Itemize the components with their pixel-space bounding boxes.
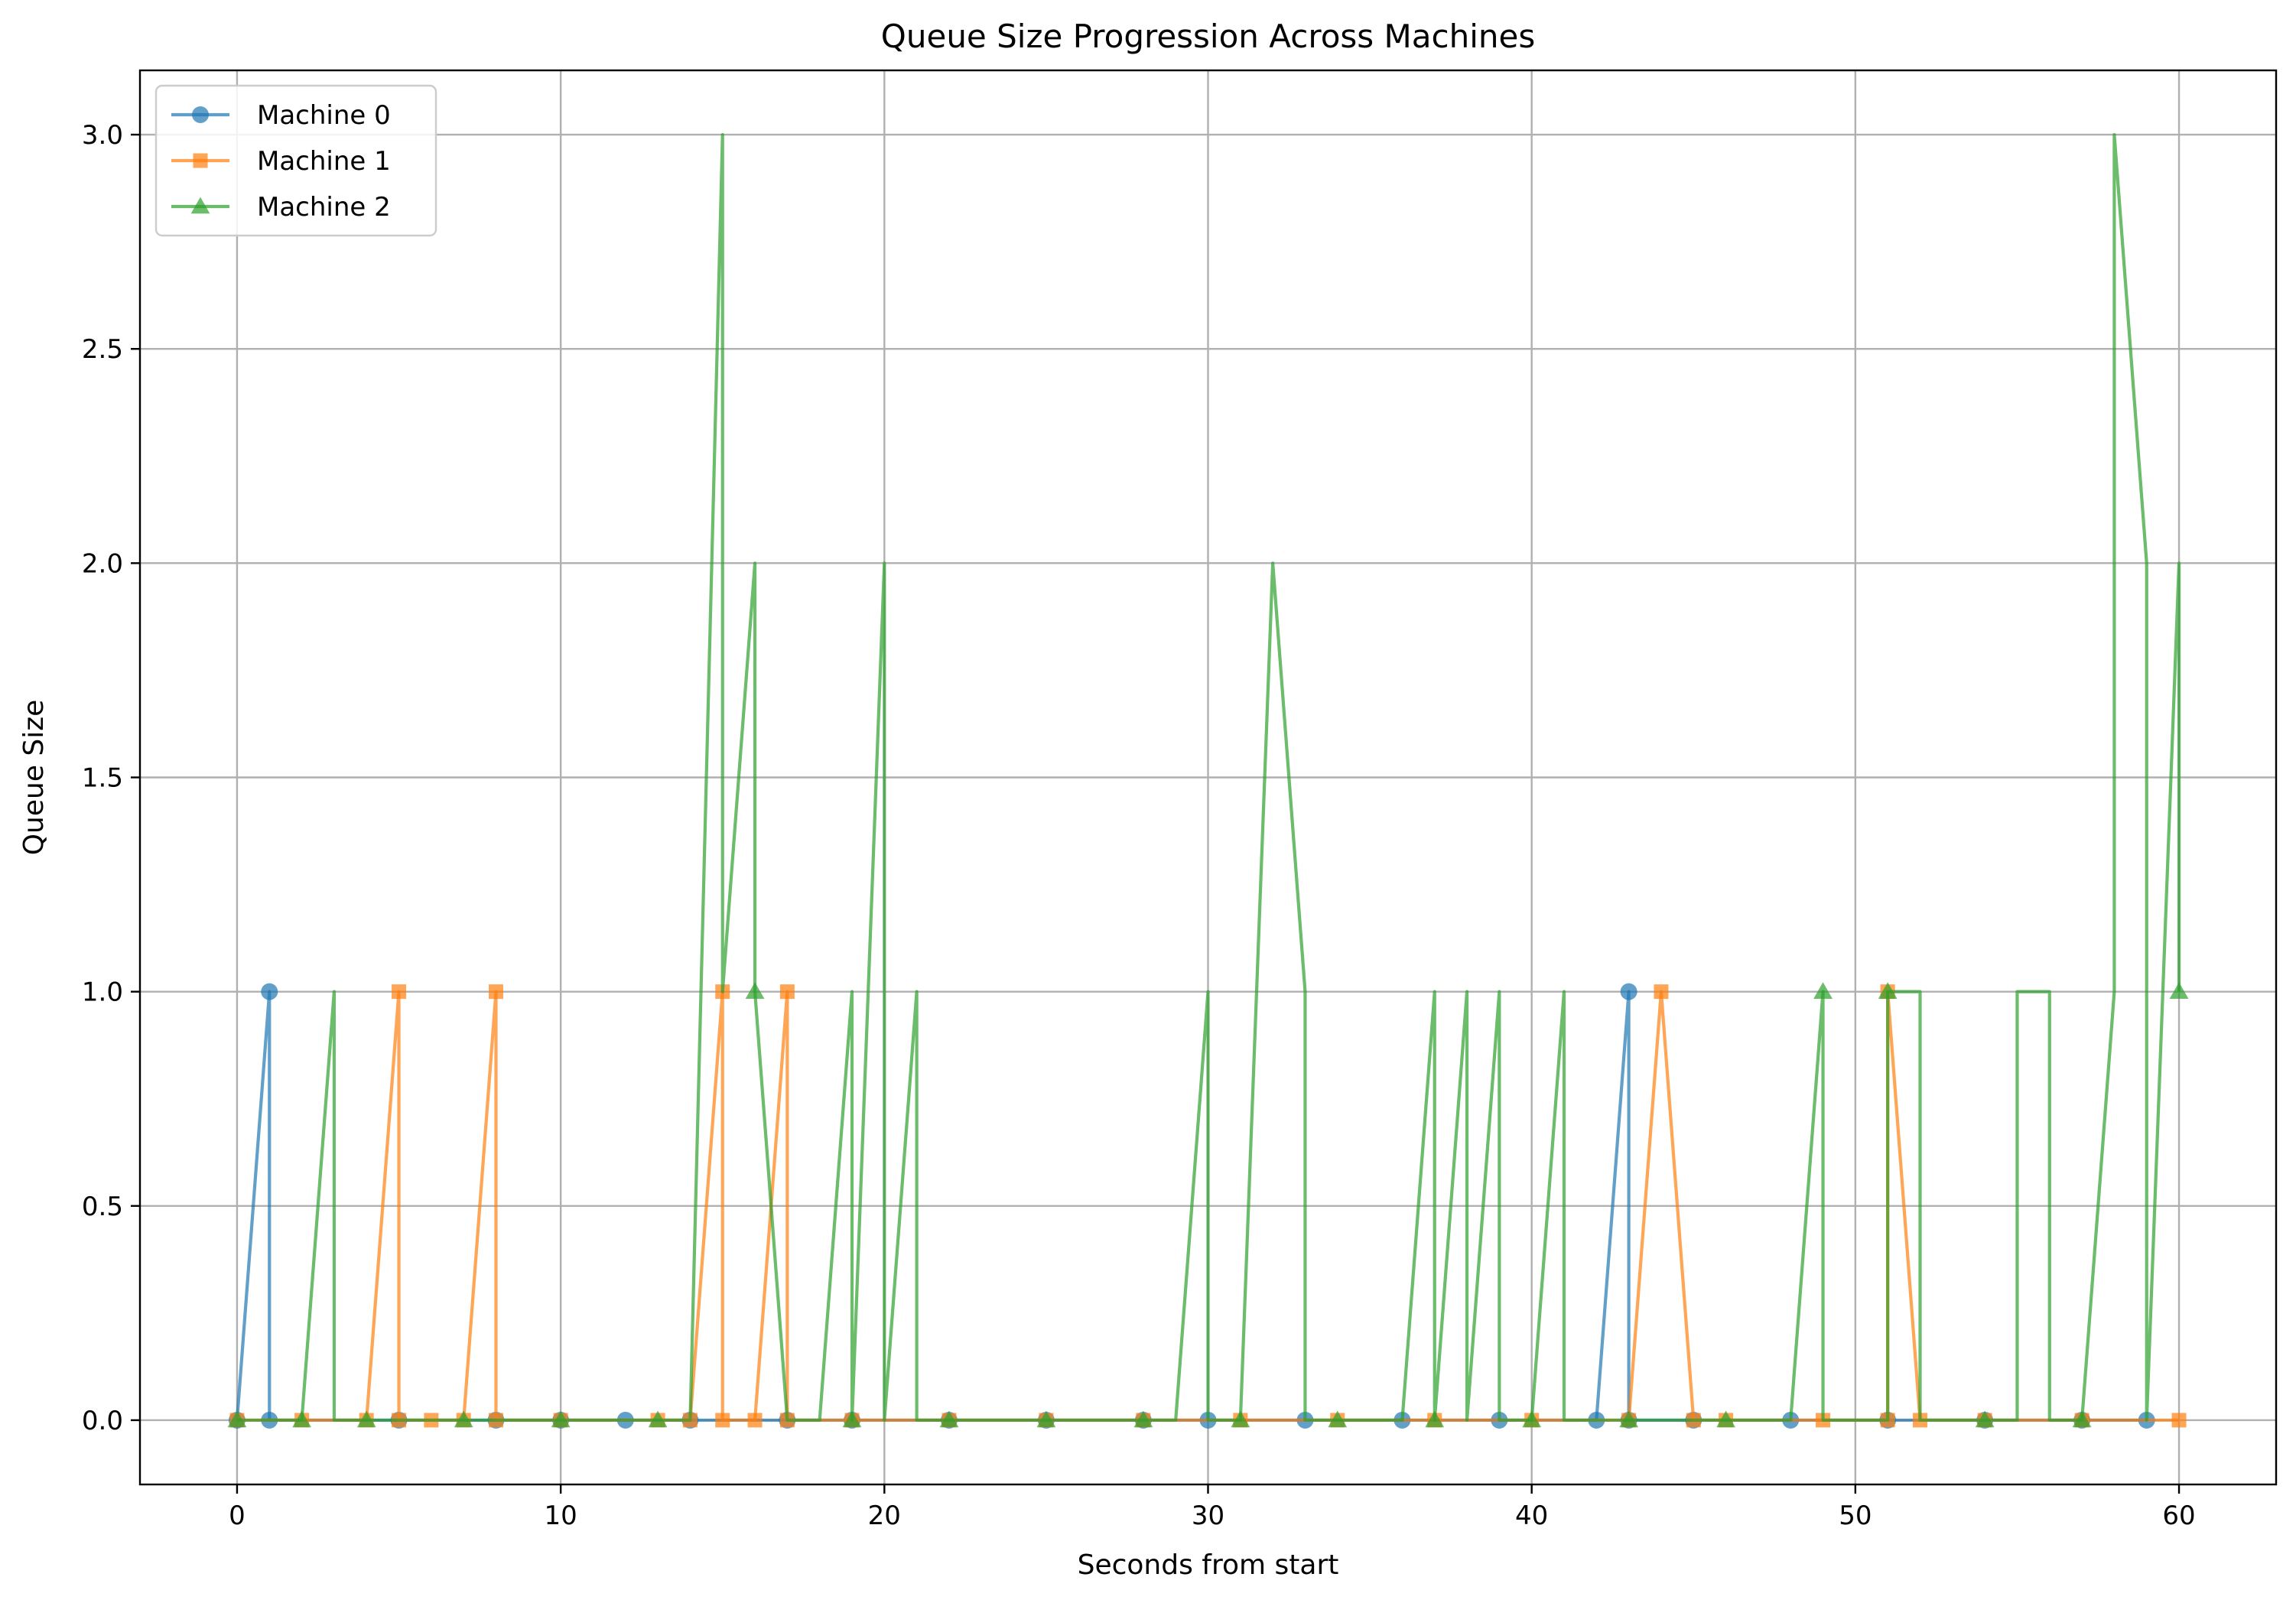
legend-item: Machine 0 [171, 100, 391, 131]
data-point [227, 1410, 247, 1428]
x-tick-label: 30 [1192, 1501, 1224, 1531]
legend-label: Machine 1 [257, 146, 391, 177]
axis-ticks: 0 10 20 30 40 50 60 0.0 0.5 1.0 1.5 2.0 2.5 3.0 [82, 120, 2196, 1531]
data-point [715, 1413, 730, 1428]
data-point [454, 1410, 473, 1428]
legend-box [154, 84, 437, 237]
x-tick-label: 0 [229, 1501, 246, 1531]
data-point [779, 984, 795, 1000]
data-point [261, 983, 278, 1000]
data-point [939, 1410, 959, 1428]
data-point [1620, 983, 1637, 1000]
legend-item: Machine 2 [171, 192, 391, 223]
legend-swatch-marker [190, 197, 210, 214]
y-tick-label: 0.5 [82, 1192, 123, 1222]
data-point [745, 982, 765, 999]
chart-title: Queue Size Progression Across Machines [881, 18, 1535, 55]
y-tick-label: 1.0 [82, 977, 123, 1008]
data-point [392, 984, 407, 1000]
y-tick-label: 0.0 [82, 1406, 123, 1436]
data-point [1425, 1410, 1445, 1428]
y-axis-label: Queue Size [18, 700, 50, 856]
y-tick-label: 3.0 [82, 120, 123, 151]
data-point [1716, 1410, 1735, 1428]
x-axis-label: Seconds from start [1078, 1549, 1339, 1581]
x-tick-label: 20 [868, 1501, 901, 1531]
series-3 [227, 132, 2189, 1428]
data-point [489, 984, 503, 1000]
legend-label: Machine 0 [257, 100, 391, 131]
data-point [1328, 1410, 1348, 1428]
legend: Machine 0 Machine 1 Machine 2 [154, 84, 437, 237]
data-point [2171, 1413, 2187, 1428]
data-point [2072, 1410, 2092, 1428]
data-point [1522, 1410, 1542, 1428]
x-tick-label: 50 [1839, 1501, 1872, 1531]
data-point [1133, 1410, 1153, 1428]
data-point [356, 1410, 376, 1428]
data-point [1975, 1410, 1995, 1428]
y-tick-label: 2.5 [82, 334, 123, 365]
y-tick-label: 2.0 [82, 548, 123, 579]
data-point [1878, 982, 1898, 999]
data-point [648, 1410, 668, 1428]
legend-swatch-marker [193, 153, 208, 168]
x-tick-label: 60 [2162, 1501, 2195, 1531]
legend-swatch-marker [192, 106, 209, 123]
data-point [1619, 1410, 1639, 1428]
data-point [1231, 1410, 1250, 1428]
data-point [551, 1410, 571, 1428]
data-point [292, 1410, 311, 1428]
data-point [1036, 1410, 1056, 1428]
y-tick-label: 1.5 [82, 763, 123, 794]
legend-item: Machine 1 [171, 146, 391, 177]
data-point [842, 1410, 862, 1428]
data-point [1813, 982, 1833, 999]
data-point [1654, 984, 1669, 1000]
data-point [747, 1413, 763, 1428]
data-point [2169, 982, 2189, 999]
legend-label: Machine 2 [257, 192, 391, 223]
x-tick-label: 40 [1515, 1501, 1548, 1531]
grid-lines [140, 70, 2276, 1484]
x-tick-label: 10 [545, 1501, 577, 1531]
plot-series [227, 132, 2189, 1429]
